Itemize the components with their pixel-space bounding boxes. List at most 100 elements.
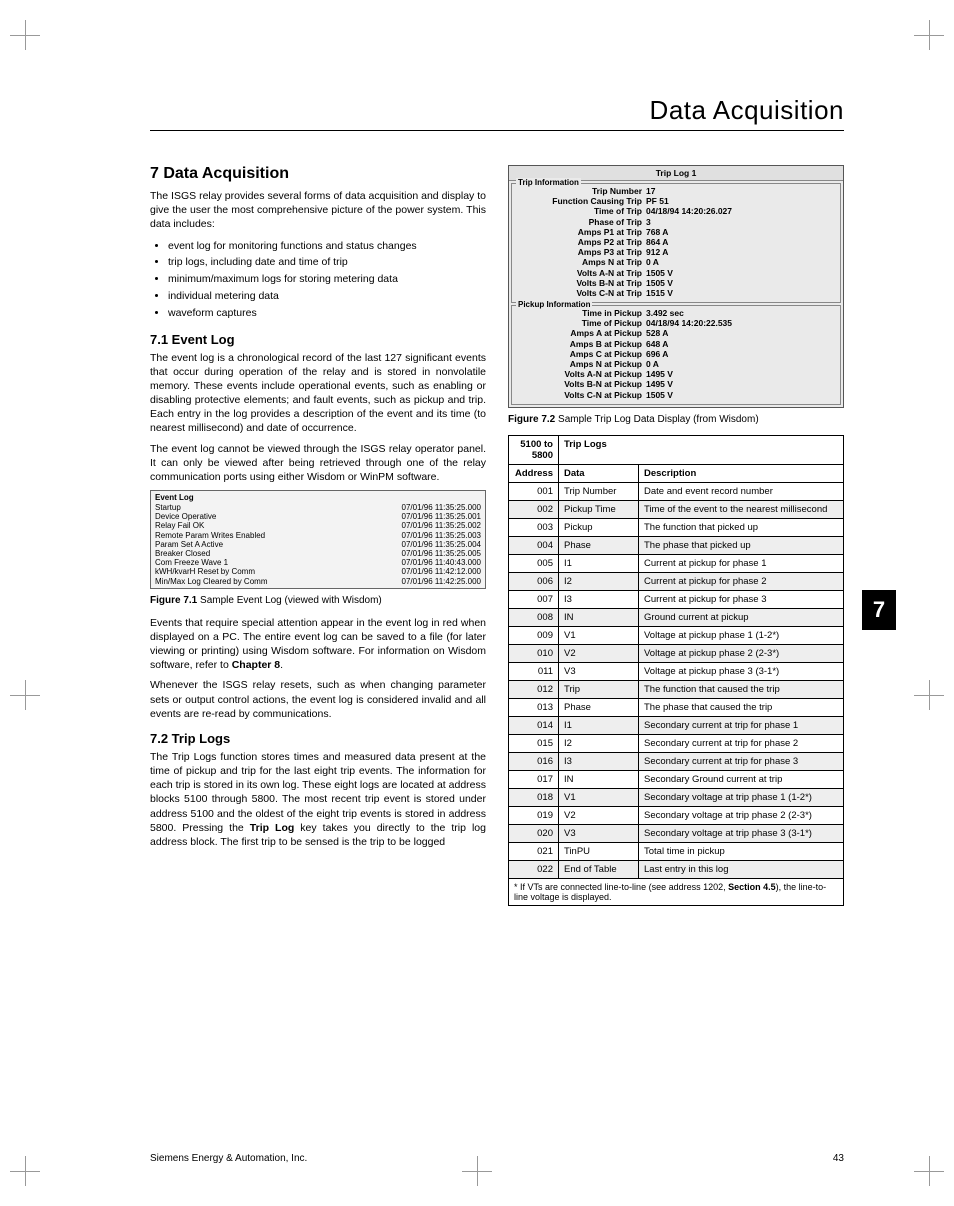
cell-description: Secondary voltage at trip phase 1 (1-2*) — [639, 788, 844, 806]
cell-address: 012 — [509, 680, 559, 698]
cell-data: End of Table — [559, 860, 639, 878]
table-row: 011V3Voltage at pickup phase 3 (3-1*) — [509, 662, 844, 680]
cell-address: 014 — [509, 716, 559, 734]
page-footer: Siemens Energy & Automation, Inc. 43 — [150, 1153, 844, 1164]
right-column: Trip Log 1 Trip Information Trip Number1… — [508, 165, 844, 906]
intro-paragraph: The ISGS relay provides several forms of… — [150, 189, 486, 232]
cell-description: The phase that picked up — [639, 536, 844, 554]
list-item: waveform captures — [168, 305, 486, 322]
col-header-data: Data — [559, 464, 639, 482]
figure-caption: Figure 7.2 Sample Trip Log Data Display … — [508, 414, 844, 425]
field-label: Amps P1 at Trip — [516, 227, 646, 237]
trip-log-row: Volts A-N at Pickup1495 V — [516, 369, 836, 379]
cell-address: 008 — [509, 608, 559, 626]
running-head: Data Acquisition — [150, 95, 844, 131]
event-timestamp: 07/01/96 11:35:25.004 — [402, 540, 481, 549]
cell-address: 005 — [509, 554, 559, 572]
cell-description: Secondary voltage at trip phase 3 (3-1*) — [639, 824, 844, 842]
cell-address: 011 — [509, 662, 559, 680]
cell-description: Secondary Ground current at trip — [639, 770, 844, 788]
cell-description: Current at pickup for phase 1 — [639, 554, 844, 572]
cell-description: Current at pickup for phase 3 — [639, 590, 844, 608]
field-value: 1505 V — [646, 390, 836, 400]
cell-description: Date and event record number — [639, 482, 844, 500]
field-value: 912 A — [646, 247, 836, 257]
cell-data: I2 — [559, 572, 639, 590]
field-value: 17 — [646, 186, 836, 196]
cell-data: I2 — [559, 734, 639, 752]
field-label: Amps P2 at Trip — [516, 237, 646, 247]
group-label: Pickup Information — [516, 300, 592, 309]
field-label: Time in Pickup — [516, 308, 646, 318]
cell-data: I1 — [559, 554, 639, 572]
trip-log-row: Amps P3 at Trip912 A — [516, 247, 836, 257]
cell-data: I3 — [559, 590, 639, 608]
table-row: 006I2Current at pickup for phase 2 — [509, 572, 844, 590]
cell-data: Trip — [559, 680, 639, 698]
figure-number: Figure 7.1 — [150, 595, 197, 606]
cell-address: 004 — [509, 536, 559, 554]
cell-address: 002 — [509, 500, 559, 518]
field-label: Amps P3 at Trip — [516, 247, 646, 257]
cell-address: 021 — [509, 842, 559, 860]
table-row: 007I3Current at pickup for phase 3 — [509, 590, 844, 608]
event-timestamp: 07/01/96 11:35:25.005 — [402, 549, 481, 558]
cell-data: Trip Number — [559, 482, 639, 500]
list-item: event log for monitoring functions and s… — [168, 238, 486, 255]
trip-logs-table: 5100 to 5800 Trip Logs Address Data Desc… — [508, 435, 844, 906]
trip-log-row: Amps P2 at Trip864 A — [516, 237, 836, 247]
table-head-title: Trip Logs — [559, 435, 844, 464]
table-row: 005I1Current at pickup for phase 1 — [509, 554, 844, 572]
field-label: Time of Trip — [516, 206, 646, 216]
cell-address: 015 — [509, 734, 559, 752]
table-row: 008INGround current at pickup — [509, 608, 844, 626]
cell-data: TinPU — [559, 842, 639, 860]
trip-log-row: Function Causing TripPF 51 — [516, 196, 836, 206]
crop-mark — [10, 20, 40, 50]
table-row: 021TinPUTotal time in pickup — [509, 842, 844, 860]
event-timestamp: 07/01/96 11:42:12.000 — [402, 567, 481, 576]
trip-log-row: Volts B-N at Trip1505 V — [516, 278, 836, 288]
event-timestamp: 07/01/96 11:42:25.000 — [402, 577, 481, 586]
trip-log-row: Time of Pickup04/18/94 14:20:22.535 — [516, 318, 836, 328]
group-label: Trip Information — [516, 178, 581, 187]
trip-log-row: Volts C-N at Pickup1505 V — [516, 390, 836, 400]
field-label: Volts A-N at Pickup — [516, 369, 646, 379]
event-timestamp: 07/01/96 11:35:25.001 — [402, 512, 481, 521]
table-row: 020V3Secondary voltage at trip phase 3 (… — [509, 824, 844, 842]
table-row: 014I1Secondary current at trip for phase… — [509, 716, 844, 734]
cell-address: 006 — [509, 572, 559, 590]
field-value: 0 A — [646, 257, 836, 267]
event-name: kWH/kvarH Reset by Comm — [155, 567, 255, 576]
feature-bullets: event log for monitoring functions and s… — [150, 238, 486, 322]
cell-description: Secondary voltage at trip phase 2 (2-3*) — [639, 806, 844, 824]
crop-mark — [914, 680, 944, 710]
trip-log-row: Amps C at Pickup696 A — [516, 349, 836, 359]
event-timestamp: 07/01/96 11:35:25.000 — [402, 503, 481, 512]
field-value: 3.492 sec — [646, 308, 836, 318]
cell-address: 017 — [509, 770, 559, 788]
col-header-address: Address — [509, 464, 559, 482]
event-log-row: Min/Max Log Cleared by Comm 07/01/96 11:4… — [155, 577, 481, 586]
field-label: Trip Number — [516, 186, 646, 196]
list-item: trip logs, including date and time of tr… — [168, 254, 486, 271]
cell-description: The function that caused the trip — [639, 680, 844, 698]
figure-caption-text: Sample Trip Log Data Display (from Wisdo… — [555, 414, 758, 425]
event-name: Min/Max Log Cleared by Comm — [155, 577, 267, 586]
cell-description: Ground current at pickup — [639, 608, 844, 626]
event-log-row: Param Set A Active07/01/96 11:35:25.004 — [155, 540, 481, 549]
event-log-row: Breaker Closed07/01/96 11:35:25.005 — [155, 549, 481, 558]
trip-log-row: Amps P1 at Trip768 A — [516, 227, 836, 237]
field-value: 04/18/94 14:20:26.027 — [646, 206, 836, 216]
cell-data: V1 — [559, 626, 639, 644]
cell-data: V3 — [559, 824, 639, 842]
table-row: 003PickupThe function that picked up — [509, 518, 844, 536]
cell-description: Last entry in this log — [639, 860, 844, 878]
figure-caption-text: Sample Event Log (viewed with Wisdom) — [197, 595, 382, 606]
cell-data: V2 — [559, 644, 639, 662]
field-value: 0 A — [646, 359, 836, 369]
field-value: 1495 V — [646, 369, 836, 379]
table-head-range: 5100 to 5800 — [509, 435, 559, 464]
table-row: 013PhaseThe phase that caused the trip — [509, 698, 844, 716]
cell-data: V3 — [559, 662, 639, 680]
